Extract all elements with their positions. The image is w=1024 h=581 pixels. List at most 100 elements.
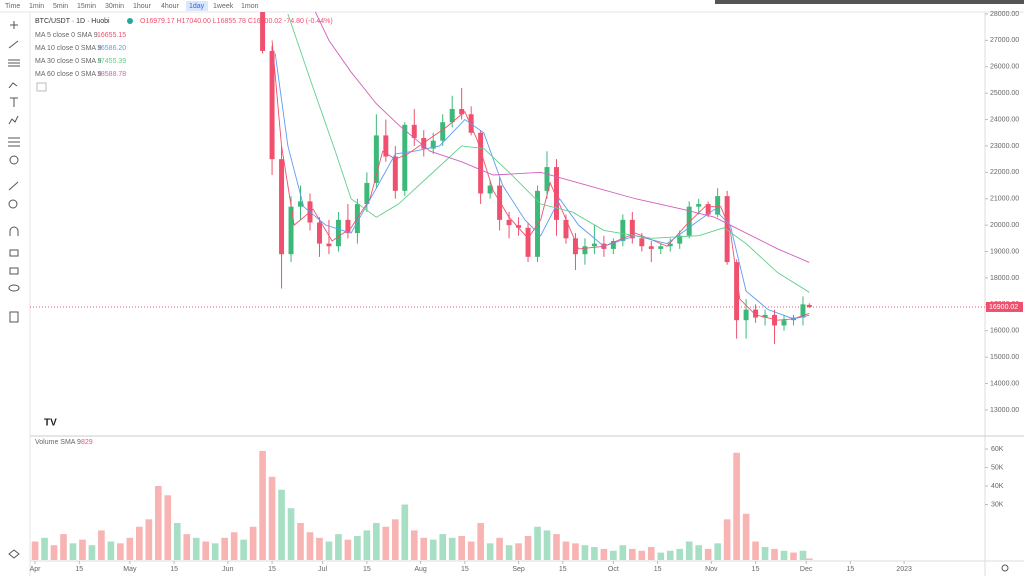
y-tick-label: 21000.00 <box>990 196 1019 203</box>
candle-body <box>677 235 683 244</box>
volume-bar <box>259 450 266 560</box>
volume-bar <box>647 547 655 560</box>
volume-bar <box>278 489 285 560</box>
volume-bar <box>240 539 247 560</box>
volume-bar <box>591 547 598 560</box>
volume-bar <box>685 541 693 560</box>
last-price-label: 16900.02 <box>989 304 1018 311</box>
volume-bar <box>88 545 96 560</box>
volume-bar <box>391 519 399 560</box>
volume-bar <box>429 539 437 560</box>
candle-body <box>806 304 812 307</box>
volume-bar <box>107 541 115 560</box>
interval[interactable]: 1min <box>29 3 44 10</box>
volume-bar <box>524 535 532 560</box>
tool-pattern[interactable] <box>8 115 19 125</box>
tool-layers[interactable] <box>8 549 20 559</box>
tool-lock-all[interactable] <box>9 267 19 275</box>
volume-bar <box>486 543 494 560</box>
tool-line[interactable] <box>8 40 19 49</box>
interval[interactable]: 1mon <box>241 3 259 10</box>
candle-body <box>269 50 275 160</box>
interval[interactable]: 1week <box>213 3 234 10</box>
candle-body <box>743 309 749 321</box>
volume-bar <box>515 543 522 560</box>
candle-body <box>260 12 266 51</box>
collapse-legend[interactable] <box>36 82 47 92</box>
tool-text[interactable] <box>10 97 18 107</box>
price-pane <box>30 12 985 344</box>
interval[interactable]: Time <box>5 3 20 10</box>
tool-cross[interactable] <box>10 21 18 29</box>
settings[interactable] <box>1001 564 1009 572</box>
y-tick-label: 20000.00 <box>990 222 1019 229</box>
y-tick-label: 13000.00 <box>990 407 1019 414</box>
volume-bar <box>420 537 428 560</box>
candle-body <box>772 314 778 326</box>
interval[interactable]: 1hour <box>133 3 152 10</box>
volume-bar <box>363 530 371 560</box>
volume-bars <box>31 450 813 560</box>
tool-zoom[interactable] <box>8 199 18 209</box>
tool-channel[interactable] <box>8 59 20 67</box>
volume-bar <box>373 523 380 560</box>
volume-value: 829 <box>81 439 93 446</box>
volume-bar <box>790 552 797 560</box>
volume-bar <box>714 543 721 560</box>
candle-body <box>781 320 787 326</box>
volume-bar <box>335 534 342 560</box>
x-tick-label: 15 <box>363 566 371 573</box>
tool-fib[interactable] <box>8 137 20 147</box>
candle-body <box>478 132 484 194</box>
volume-bar <box>477 523 484 560</box>
volume-bar <box>164 495 172 560</box>
candle-body <box>525 227 531 257</box>
tool-delete[interactable] <box>9 311 19 323</box>
y-tick-label: 26000.00 <box>990 64 1019 71</box>
volume-bar <box>629 548 636 560</box>
x-tick-label: 15 <box>75 566 83 573</box>
volume-tick-label: 40K <box>991 483 1004 490</box>
candle-body <box>411 124 417 139</box>
ma-legend-name: MA 10 close 0 SMA 9 <box>35 45 102 52</box>
volume-bar <box>467 541 475 560</box>
volume-bar <box>657 552 665 560</box>
interval[interactable]: 15min <box>77 3 96 10</box>
x-tick-label: Jul <box>318 566 327 573</box>
interval[interactable]: 30min <box>105 3 124 10</box>
candle-body <box>667 243 673 247</box>
candle-body <box>544 167 550 191</box>
y-tick-label: 14000.00 <box>990 380 1019 387</box>
x-tick-label: 15 <box>846 566 854 573</box>
x-tick-label: Jun <box>222 566 233 573</box>
tool-brush[interactable] <box>8 82 18 89</box>
interval[interactable]: 5min <box>53 3 68 10</box>
candle-body <box>639 238 645 247</box>
candle-body <box>686 206 692 236</box>
volume-bar <box>60 534 67 560</box>
tool-magnet[interactable] <box>9 226 19 236</box>
volume-bar <box>31 541 39 560</box>
volume-bar <box>733 452 740 560</box>
x-tick-label: Oct <box>608 566 619 573</box>
candle-body <box>620 219 626 241</box>
y-tick-label: 23000.00 <box>990 143 1019 150</box>
tool-lock[interactable] <box>9 249 19 257</box>
volume-bar <box>183 534 191 560</box>
y-tick-label: 22000.00 <box>990 169 1019 176</box>
tool-visibility[interactable] <box>8 284 20 292</box>
candle-body <box>715 196 721 215</box>
volume-bar <box>50 545 58 560</box>
drawing-tools[interactable] <box>8 21 1009 572</box>
volume-bar <box>780 550 788 560</box>
tool-emoji[interactable] <box>9 155 19 165</box>
interval[interactable]: 4hour <box>161 3 180 10</box>
volume-bar <box>79 539 86 560</box>
interval[interactable]: 1day <box>189 3 205 10</box>
active-interval-bg <box>186 1 208 11</box>
candle-body <box>279 159 285 255</box>
volume-tick-label: 30K <box>991 501 1004 508</box>
tool-ruler[interactable] <box>8 181 19 191</box>
